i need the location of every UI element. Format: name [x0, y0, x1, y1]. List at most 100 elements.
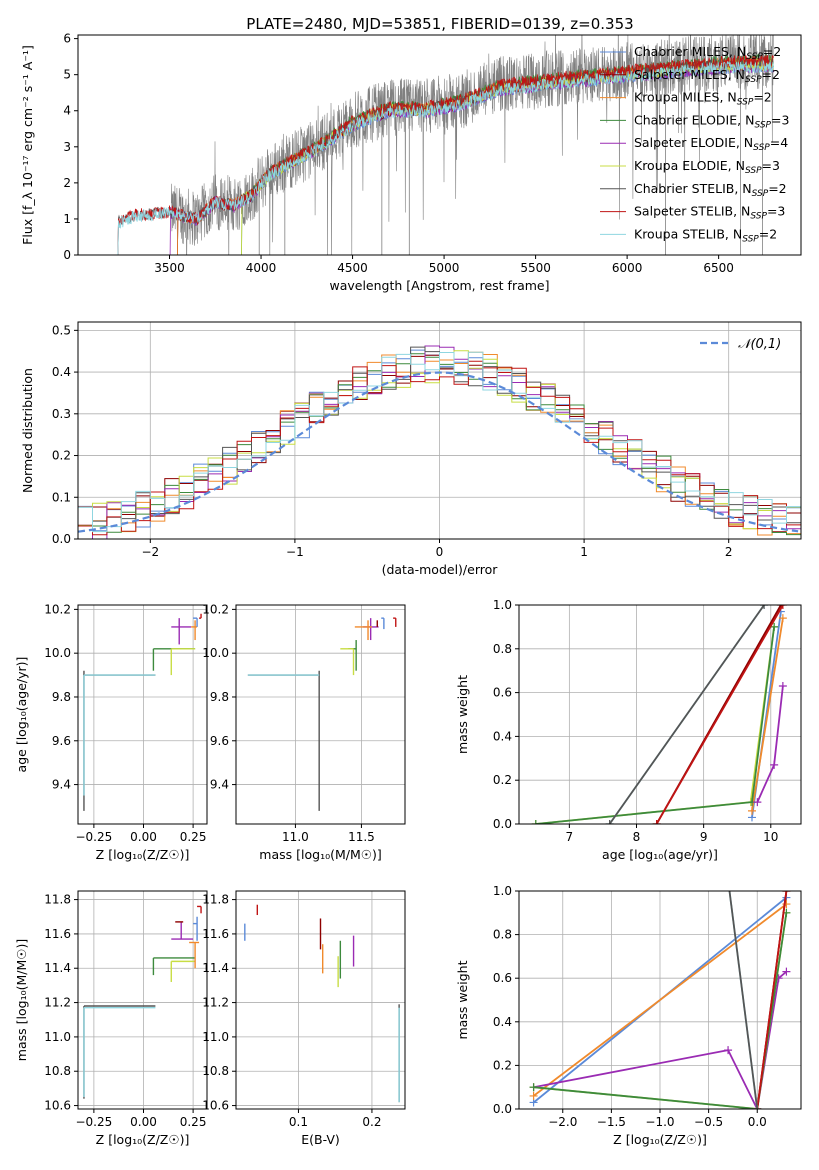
y-tick-label: 0.2	[52, 449, 71, 463]
weight-marker	[529, 1091, 538, 1100]
x-tick-label: −1.5	[597, 1115, 626, 1129]
model-spectrum	[117, 59, 774, 255]
weight-marker	[605, 820, 614, 824]
y-tick-label: 10.0	[44, 646, 71, 660]
y-axis-label: mass weight	[455, 675, 470, 754]
y-tick-label: 10.2	[202, 602, 229, 616]
x-axis-label: Z [log₁₀(Z/Z☉)]	[96, 1132, 190, 1147]
weight-line	[533, 903, 787, 1097]
y-tick-label: 11.0	[44, 1030, 71, 1044]
x-axis-label: E(B-V)	[301, 1132, 340, 1147]
weight-line	[533, 971, 787, 1109]
weight-marker	[778, 682, 787, 691]
x-tick-label: 4000	[246, 261, 277, 275]
x-tick-label: −1.0	[645, 1115, 674, 1129]
residual-hists	[78, 345, 801, 539]
weight-marker	[724, 1046, 733, 1055]
spectrum-panel: 3500 4000 4500 5000 5500 6000 6500 0 1 2 3 4 5 6 wavel…	[20, 32, 802, 293]
y-tick-label: 9.6	[52, 734, 71, 748]
weight-marker	[531, 820, 540, 824]
y-tick-label: 1	[63, 212, 71, 226]
y-tick-label: 3	[63, 140, 71, 154]
weight-marker	[782, 967, 791, 976]
x-tick-label: 8	[633, 830, 641, 844]
mass_vs_Z-panel: −0.25 0.00 0.25 10.6 10.8 11.0 11.2 11.4 11.6 11.…	[14, 890, 208, 1147]
normal-curve	[78, 371, 799, 533]
y-tick-label: 10.6	[44, 1099, 71, 1113]
weight-marker	[529, 1083, 538, 1092]
legend-label: Chabrier ELODIE, NSSP=3	[634, 112, 789, 130]
weight-line	[535, 626, 775, 824]
y-tick-label: 9.8	[52, 690, 71, 704]
mass_vs_EBV-points	[244, 904, 400, 1103]
x-tick-label: 2	[725, 545, 733, 559]
residual-histogram	[78, 351, 801, 533]
x-tick-label: 11.0	[282, 830, 309, 844]
y-tick-label: 1.0	[493, 598, 512, 612]
weight-line	[608, 605, 765, 824]
x-axis-label: mass [log₁₀(M/M☉)]	[259, 847, 381, 862]
y-tick-label: 2	[63, 176, 71, 190]
weight-marker	[770, 622, 779, 631]
y-tick-label: 0.6	[493, 686, 512, 700]
y-tick-label: 6	[63, 32, 71, 46]
y-tick-label: 0.0	[493, 817, 512, 831]
x-tick-label: 0.0	[748, 1115, 767, 1129]
x-tick-label: −0.25	[75, 830, 112, 844]
y-tick-label: 9.4	[210, 778, 229, 792]
weight-marker	[724, 876, 732, 884]
y-axis-label: Normed distribution	[20, 368, 35, 493]
mass_weight_vs_Z-panel: −2.0 −1.5 −1.0 −0.5 0.0 0.0 0.2 0.4 0.6 0.8 1.0 Z […	[455, 876, 802, 1147]
spectrum-lines	[117, 35, 774, 255]
y-tick-label: 0.4	[52, 365, 71, 379]
x-tick-label: 11.5	[348, 830, 375, 844]
normal-legend-label: 𝒩(0,1)	[738, 337, 781, 352]
weight-marker	[724, 876, 732, 884]
legend-label: Salpeter MILES, NSSP=2	[634, 67, 780, 85]
axes-frame	[235, 604, 406, 825]
weight-marker	[747, 806, 756, 815]
y-tick-label: 11.8	[202, 893, 229, 907]
y-tick-label: 10.0	[202, 646, 229, 660]
residuals-panel: −2 −1 0 1 2 0.0 0.1 0.2 0.3 0.4 0.5 (data-model)/er…	[20, 321, 802, 577]
weight-line	[655, 605, 784, 824]
weight-line	[756, 891, 788, 1109]
x-tick-label: 0.00	[130, 1115, 157, 1129]
x-tick-label: 0.2	[362, 1115, 381, 1129]
x-tick-label: −2.0	[548, 1115, 577, 1129]
y-axis-label: mass [log₁₀(M/M☉)]	[14, 939, 29, 1061]
y-tick-label: 11.4	[44, 961, 71, 975]
x-tick-label: −0.25	[75, 1115, 112, 1129]
mass_weight_vs_age-lines	[531, 605, 787, 824]
y-tick-label: 0.0	[493, 1102, 512, 1116]
x-tick-label: 0	[436, 545, 444, 559]
x-tick-label: 0.00	[130, 830, 157, 844]
x-tick-label: −0.5	[694, 1115, 723, 1129]
y-tick-label: 11.2	[202, 996, 229, 1010]
x-tick-label: 10	[763, 830, 778, 844]
y-tick-label: 0.4	[493, 1015, 512, 1029]
y-tick-label: 11.0	[202, 1030, 229, 1044]
age_vs_mass-panel: 11.0 11.5 9.4 9.6 9.8 10.0 10.2 mass [log₁₀(M/M…	[202, 602, 406, 862]
y-tick-label: 10.6	[202, 1099, 229, 1113]
weight-marker	[753, 798, 762, 807]
age_vs_mass-points	[247, 617, 397, 811]
y-tick-label: 11.8	[44, 893, 71, 907]
axes-frame	[77, 34, 802, 256]
y-tick-label: 0	[63, 248, 71, 262]
y-tick-label: 11.6	[44, 927, 71, 941]
y-tick-label: 10.2	[44, 602, 71, 616]
model-spectrum	[176, 55, 774, 255]
y-tick-label: 5	[63, 68, 71, 82]
y-tick-label: 0.3	[52, 407, 71, 421]
figure-title: PLATE=2480, MJD=53851, FIBERID=0139, z=0…	[246, 15, 633, 33]
y-tick-label: 0.0	[52, 532, 71, 546]
axes-frame	[77, 604, 208, 825]
y-tick-label: 10.8	[202, 1064, 229, 1078]
x-axis-label: Z [log₁₀(Z/Z☉)]	[96, 847, 190, 862]
weight-line	[535, 626, 775, 824]
x-tick-label: 3500	[154, 261, 185, 275]
x-tick-label: −1	[286, 545, 304, 559]
weight-line	[728, 891, 759, 1109]
